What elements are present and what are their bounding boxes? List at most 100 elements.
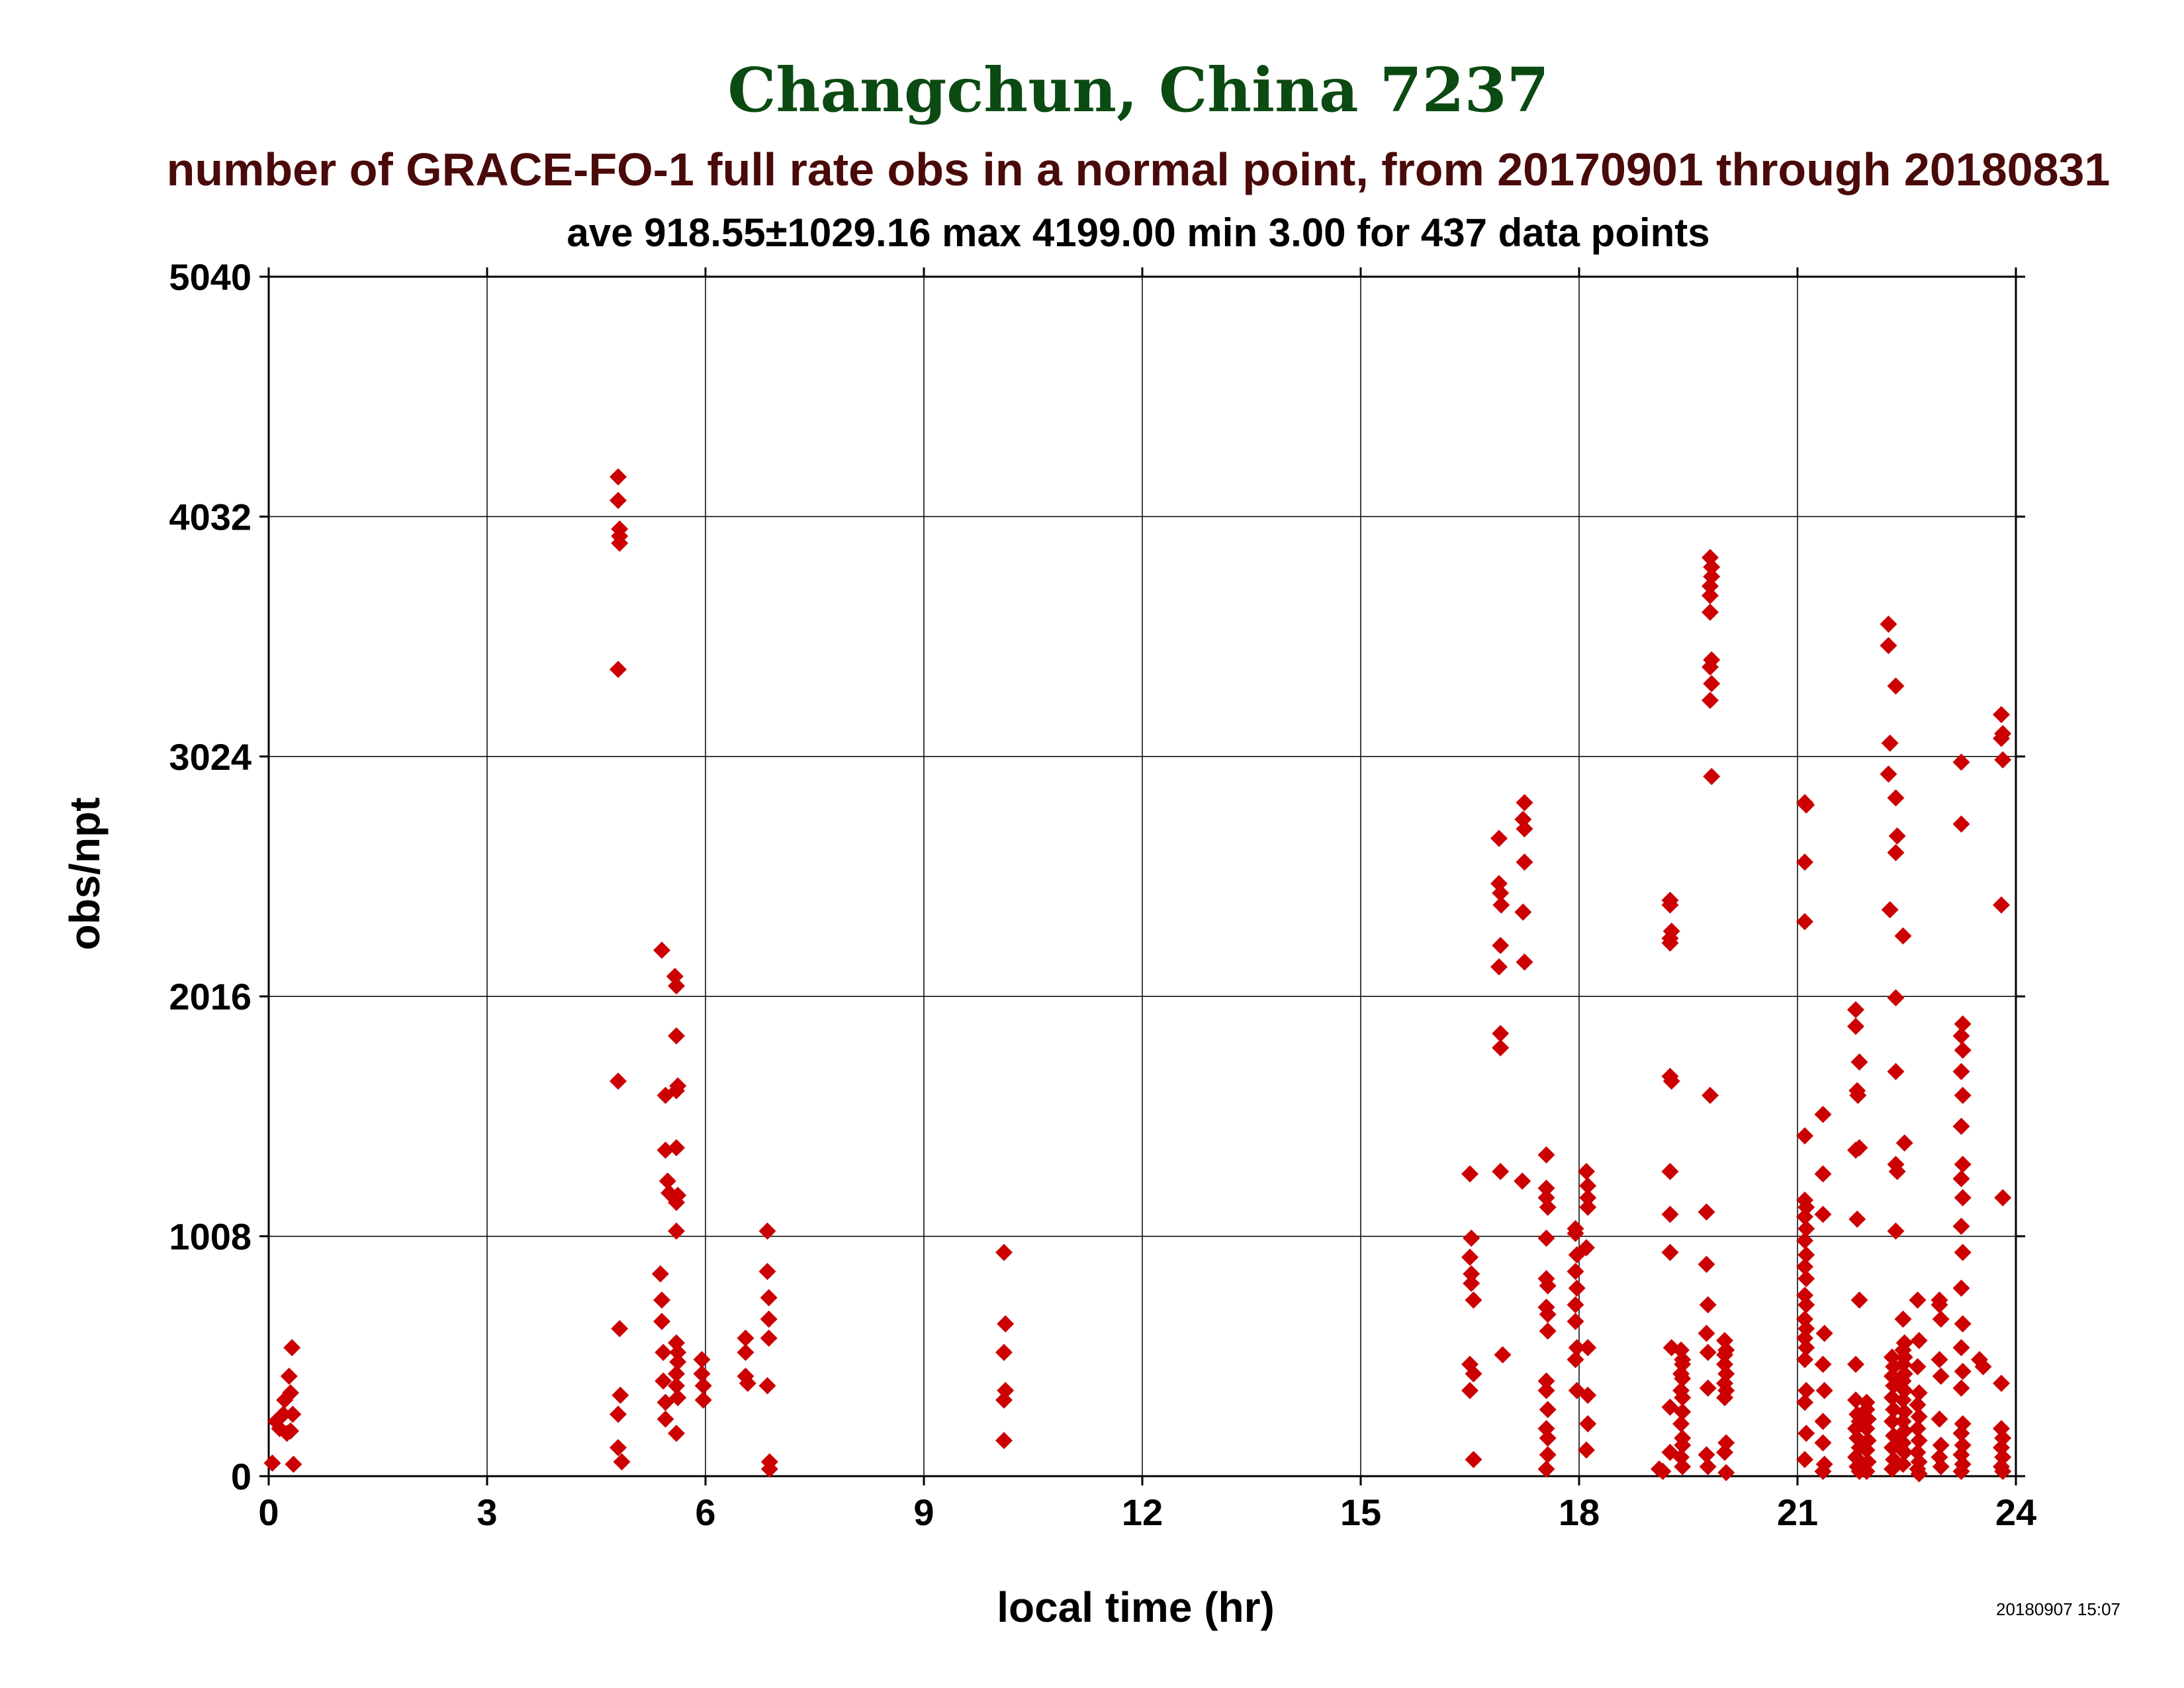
data-points	[263, 468, 2012, 1483]
data-point	[1849, 1086, 1867, 1104]
data-point	[1909, 1396, 1927, 1414]
data-point	[1952, 1027, 1970, 1045]
data-point	[1654, 1462, 1672, 1480]
data-point	[1516, 853, 1533, 871]
data-point	[1537, 1372, 1555, 1390]
data-point	[1910, 1465, 1928, 1483]
data-point	[1661, 1205, 1679, 1223]
data-point	[668, 1027, 685, 1045]
data-point	[669, 1344, 687, 1362]
data-point	[1994, 1462, 2012, 1480]
data-point	[1796, 1232, 1813, 1250]
data-point	[1814, 1105, 1832, 1123]
data-point	[668, 1194, 685, 1211]
data-point	[1674, 1403, 1692, 1421]
data-point	[1814, 1413, 1832, 1430]
data-point	[611, 534, 629, 552]
data-point	[1568, 1338, 1586, 1356]
data-point	[1910, 1432, 1928, 1450]
data-point	[1815, 1325, 1833, 1342]
data-point	[1814, 1462, 1832, 1480]
data-point	[610, 661, 627, 679]
data-point	[1880, 765, 1897, 783]
data-point	[1797, 1270, 1815, 1288]
data-point	[1702, 691, 1719, 709]
data-point	[1850, 1291, 1868, 1309]
data-point	[1698, 1446, 1715, 1464]
data-point	[694, 1377, 712, 1395]
data-point	[739, 1374, 756, 1392]
chart-title: Changchun, China 7237	[727, 54, 1549, 126]
data-point	[1516, 953, 1533, 971]
x-tick-label: 3	[477, 1491, 497, 1533]
data-point	[1931, 1350, 1948, 1368]
data-point	[1994, 751, 2012, 769]
data-point	[1796, 1208, 1813, 1226]
data-point	[1910, 1408, 1928, 1426]
x-tick-label: 18	[1559, 1491, 1600, 1533]
data-point	[282, 1384, 299, 1402]
data-point	[1463, 1265, 1480, 1283]
data-point	[1716, 1389, 1733, 1407]
data-point	[1952, 1379, 1970, 1397]
data-point	[1796, 1450, 1813, 1468]
data-point	[1909, 1420, 1927, 1438]
data-point	[1910, 1332, 1928, 1350]
data-point	[995, 1244, 1013, 1262]
data-point	[1954, 1189, 1972, 1207]
data-point	[653, 1291, 670, 1309]
data-point	[1703, 558, 1721, 576]
data-point	[1858, 1420, 1876, 1438]
data-point	[1539, 1401, 1557, 1419]
data-point	[668, 1425, 685, 1442]
data-point	[1814, 1434, 1832, 1452]
y-tick-label: 2016	[169, 976, 251, 1017]
data-point	[1537, 1146, 1555, 1164]
data-point	[1952, 1170, 1970, 1188]
data-point	[1797, 1338, 1815, 1356]
data-point	[1858, 1441, 1876, 1459]
data-point	[653, 1313, 670, 1331]
data-point	[651, 1265, 669, 1283]
data-point	[1702, 586, 1719, 604]
data-point	[1952, 815, 1970, 833]
data-point	[1465, 1365, 1482, 1383]
data-point	[1887, 1222, 1905, 1240]
data-point	[995, 1432, 1013, 1450]
data-point	[666, 968, 684, 985]
data-point	[613, 1453, 631, 1471]
data-point	[1850, 1139, 1868, 1156]
data-point	[1567, 1296, 1584, 1314]
data-point	[1514, 903, 1532, 921]
data-point	[610, 1405, 627, 1423]
data-point	[1461, 1382, 1479, 1399]
data-point	[280, 1368, 298, 1385]
data-point	[1463, 1274, 1480, 1292]
data-point	[1698, 1256, 1715, 1274]
data-point	[1465, 1450, 1482, 1468]
data-point	[1674, 1436, 1692, 1454]
data-point	[1703, 768, 1721, 785]
data-point	[760, 1460, 778, 1478]
data-point	[1796, 1393, 1813, 1411]
data-point	[282, 1422, 299, 1440]
x-tick-label: 12	[1122, 1491, 1163, 1533]
data-point	[1717, 1464, 1735, 1481]
x-tick-label: 21	[1777, 1491, 1818, 1533]
data-point	[1578, 1239, 1595, 1256]
data-point	[1993, 706, 2010, 724]
data-point	[1716, 1346, 1733, 1364]
data-point	[760, 1310, 778, 1328]
data-point	[1579, 1415, 1597, 1432]
data-point	[1880, 637, 1897, 655]
data-point	[1492, 1162, 1510, 1180]
data-point	[669, 1077, 687, 1095]
data-point	[1888, 827, 1906, 845]
y-tick-label: 3024	[169, 736, 251, 778]
data-point	[1931, 1296, 1948, 1314]
data-point	[1494, 1346, 1512, 1364]
data-point	[1931, 1410, 1948, 1428]
data-point	[1567, 1350, 1584, 1368]
data-point	[668, 977, 685, 995]
